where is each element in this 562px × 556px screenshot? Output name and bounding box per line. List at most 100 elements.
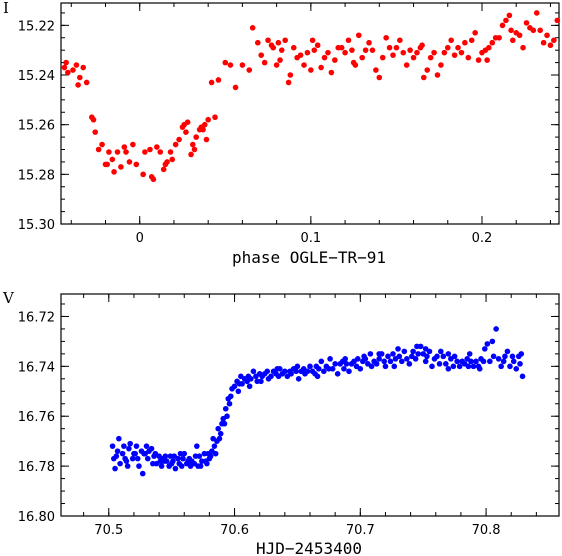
top-data-point (277, 57, 283, 63)
bottom-x-tick-label: 70.6 (220, 523, 249, 538)
top-data-point (80, 64, 87, 71)
top-data-point (397, 37, 403, 44)
bottom-data-point (498, 363, 504, 370)
top-data-point (77, 74, 83, 81)
top-data-point (537, 27, 543, 34)
top-data-point (188, 151, 194, 158)
top-data-point (393, 44, 400, 51)
bottom-data-point (282, 368, 288, 375)
top-data-point (383, 34, 389, 41)
top-data-point (142, 149, 148, 155)
top-data-point (63, 59, 69, 66)
top-data-point (516, 32, 523, 39)
top-data-point (258, 52, 265, 58)
bottom-data-point (316, 366, 322, 372)
top-data-point (431, 49, 437, 56)
top-data-point (314, 42, 321, 49)
bottom-data-point (489, 338, 496, 345)
top-y-tick-label: 15.24 (18, 69, 55, 84)
bottom-data-point (399, 358, 405, 365)
bottom-data-point (480, 358, 487, 365)
bottom-data-point (168, 460, 175, 467)
bottom-data-point (376, 351, 382, 357)
top-data-point (176, 136, 182, 143)
top-data-point (222, 59, 229, 66)
top-data-point (309, 37, 316, 44)
bottom-data-point (318, 358, 325, 365)
bottom-data-point (207, 453, 214, 459)
top-data-point (106, 149, 112, 155)
bottom-data-point (258, 378, 264, 385)
bottom-data-point (116, 435, 122, 442)
bottom-data-point (456, 363, 463, 370)
bottom-data-point (396, 353, 403, 360)
top-plot-frame (60, 2, 560, 225)
bottom-data-point (390, 351, 396, 357)
top-data-point (496, 34, 502, 41)
top-data-point (212, 114, 218, 121)
bottom-y-tick-label: 16.80 (18, 510, 55, 525)
bottom-data-point (391, 363, 398, 370)
bottom-data-point (175, 455, 181, 462)
bottom-data-point (482, 346, 488, 352)
bottom-data-point (143, 443, 150, 449)
bottom-data-point (148, 445, 155, 452)
top-data-point (451, 52, 458, 58)
top-data-point (414, 49, 420, 56)
top-data-point (489, 39, 496, 46)
bottom-data-point (124, 463, 131, 469)
bottom-data-point (142, 450, 149, 457)
top-data-point (403, 62, 410, 68)
top-data-point (126, 159, 133, 165)
top-data-point (424, 67, 431, 73)
top-data-point (285, 79, 292, 86)
top-data-point (227, 62, 234, 68)
bottom-data-point (178, 463, 185, 469)
top-data-point (438, 62, 444, 68)
top-data-point (369, 47, 376, 53)
bottom-data-point (422, 358, 429, 365)
panel-top-phase-plot: I phase OGLE−TR−91 0 0.1 0.2 15.22 15.24 15.2… (3, 0, 561, 267)
top-data-point (83, 79, 90, 86)
bottom-data-point (119, 450, 126, 457)
bottom-data-point (450, 363, 457, 370)
bottom-data-point (246, 383, 253, 390)
top-data-point (278, 47, 285, 53)
bottom-data-point (510, 358, 517, 365)
bottom-data-point (519, 373, 526, 380)
top-data-point (301, 62, 307, 68)
bottom-data-point (180, 455, 186, 462)
top-data-point (520, 44, 526, 51)
top-data-point (547, 42, 554, 49)
top-data-point (551, 37, 557, 44)
top-data-point (162, 161, 169, 168)
top-data-point (472, 29, 478, 36)
bottom-data-point (126, 445, 132, 452)
top-data-point (273, 62, 280, 68)
top-data-point (215, 77, 222, 83)
bottom-data-point (288, 371, 294, 377)
top-data-point (332, 57, 338, 63)
bottom-data-point (412, 356, 419, 362)
bottom-data-point (361, 353, 367, 360)
top-data-point (123, 149, 129, 155)
top-data-point (468, 37, 475, 44)
bottom-data-point (517, 361, 523, 367)
top-data-point (465, 54, 472, 61)
top-data-point (193, 134, 199, 140)
bottom-data-point (211, 443, 218, 449)
bottom-data-point (507, 363, 513, 370)
top-data-point (359, 54, 365, 61)
top-data-point (458, 49, 465, 56)
bottom-data-point (160, 455, 166, 462)
bottom-data-point (434, 353, 440, 360)
top-data-point (160, 166, 167, 173)
bottom-data-point (231, 383, 238, 390)
top-data-point (104, 161, 111, 168)
bottom-data-point (321, 368, 327, 375)
top-data-point (203, 136, 210, 143)
bottom-data-point (139, 470, 146, 477)
top-data-point (111, 169, 117, 175)
bottom-data-point (509, 353, 516, 360)
top-data-point (410, 54, 417, 61)
